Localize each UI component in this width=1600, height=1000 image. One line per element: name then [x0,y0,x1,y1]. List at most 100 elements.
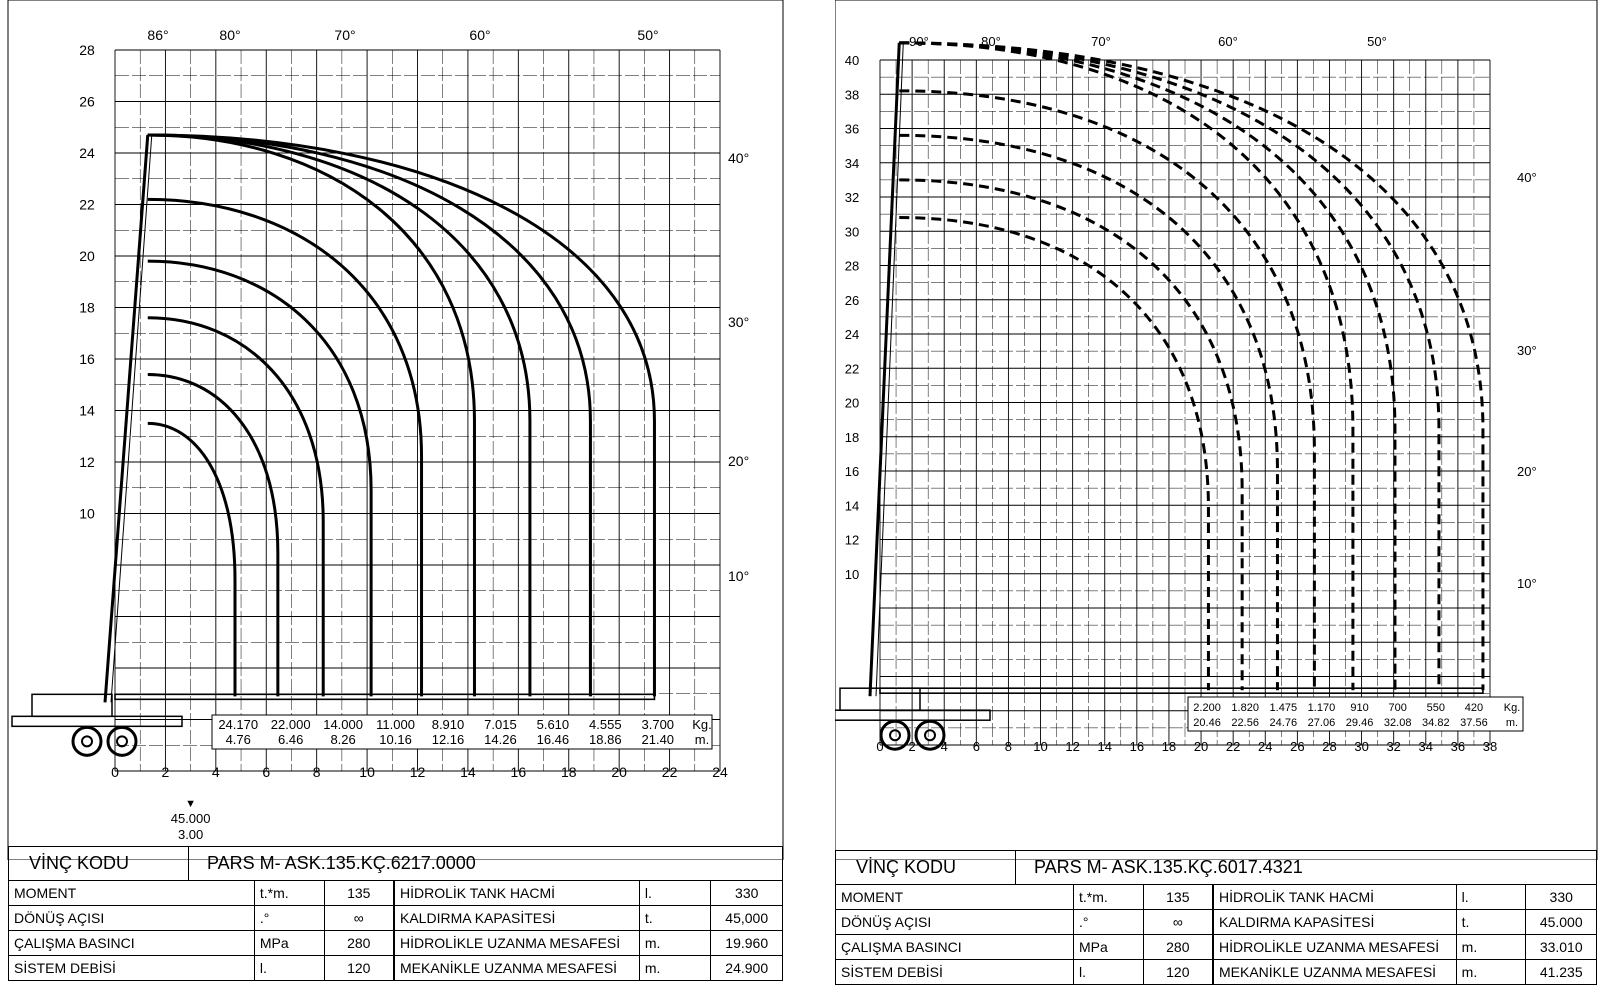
distance-value: 37.56 [1460,717,1488,729]
top-angle-label: 86° [147,27,168,43]
unit-kg-label: Kg. [1504,702,1521,714]
right-load-chart: 0 2 4 6 8 10 12 14 16 18 20 22 24 26 28 30 32 34 36 3810121… [835,0,1598,860]
truck-wheel-hub [116,735,128,748]
spec-unit: m. [638,930,712,956]
x-tick-label: 2 [908,739,915,754]
x-tick-label: 30 [1354,739,1368,754]
y-tick-label: 12 [79,454,95,470]
load-value: 5.610 [537,717,570,732]
spec-row: MEKANİKLE UZANMA MESAFESİ m. 24.900 [394,955,783,981]
right-spec-table-b: HİDROLİK TANK HACMİ l. 330 KALDIRMA KAPASİT… [1213,884,1597,985]
spec-row: HİDROLİKLE UZANMA MESAFESİ m. 19.960 [394,930,783,956]
crane-base [31,693,113,718]
spec-label: SİSTEM DEBİSİ [834,959,1075,985]
spec-row: DÖNÜŞ AÇISI .° ∞ [834,909,1214,935]
left-crane-code-bar: VİNÇ KODU PARS M- ASK.135.KÇ.6217.0000 [8,846,783,880]
truck-wheel-hub [81,735,93,748]
truck-wheel [914,719,946,751]
spec-value: ∞ [1142,909,1214,935]
side-angle-label: 40° [728,150,749,166]
y-tick-label: 24 [845,327,859,342]
x-tick-label: 0 [876,739,883,754]
x-tick-label: 24 [712,764,728,780]
load-value: 550 [1427,702,1445,714]
y-tick-label: 28 [79,42,95,58]
spec-value: 120 [323,955,395,981]
distance-value: 8.26 [330,732,355,747]
load-curve [147,133,592,697]
y-tick-label: 16 [845,464,859,479]
x-tick-label: 8 [1005,739,1012,754]
spec-row: KALDIRMA KAPASİTESİ t. 45.000 [1213,909,1597,935]
x-tick-label: 14 [1098,739,1112,754]
x-tick-label: 18 [561,764,577,780]
spec-unit: m. [1455,959,1527,985]
spec-row: ÇALIŞMA BASINCI MPa 280 [834,934,1214,960]
spec-row: MOMENT t.*m. 135 [834,884,1214,910]
spec-unit: t. [1455,909,1527,935]
distance-value: 21.40 [642,732,675,747]
top-angle-label: 70° [334,27,355,43]
horizontal-boom [114,693,656,701]
distance-value: 14.26 [484,732,517,747]
spec-value: 135 [323,880,395,906]
x-tick-label: 6 [973,739,980,754]
x-tick-label: 4 [941,739,948,754]
spec-unit: MPa [1073,934,1144,960]
left-code-label: VİNÇ KODU [9,847,189,880]
x-tick-label: 10 [1033,739,1047,754]
spec-label: MEKANİKLE UZANMA MESAFESİ [1213,959,1457,985]
top-angle-label: 50° [637,27,658,43]
x-tick-label: 26 [1290,739,1304,754]
distance-value: 12.16 [432,732,465,747]
y-tick-label: 14 [845,498,859,513]
left-load-chart-panel: 0 2 4 6 8 10 12 14 16 18 20 22 24 10 12 14 16 18 20 22 24 26 2… [7,0,784,981]
spec-label: HİDROLİK TANK HACMİ [394,880,640,906]
load-value: 7.015 [484,717,517,732]
spec-value: 45,000 [710,905,783,931]
y-tick-label: 26 [845,293,859,308]
x-tick-label: 32 [1386,739,1400,754]
left-spec-table-b: HİDROLİK TANK HACMİ l. 330 KALDIRMA KAPASİT… [394,880,783,981]
spec-label: SİSTEM DEBİSİ [8,955,255,981]
x-tick-label: 34 [1419,739,1433,754]
spec-label: MOMENT [834,884,1075,910]
load-table-box [1187,696,1524,732]
x-tick-label: 24 [1258,739,1272,754]
load-curve [147,372,280,697]
unit-m-label: m. [1506,717,1518,729]
truck-wheel [71,725,103,757]
spec-unit: .° [1073,909,1144,935]
spec-label: KALDIRMA KAPASİTESİ [1213,909,1457,935]
spec-unit: l. [1073,959,1144,985]
load-curve [899,41,1355,691]
distance-value: 29.46 [1346,717,1374,729]
distance-value: 27.06 [1308,717,1336,729]
spec-label: MEKANİKLE UZANMA MESAFESİ [394,955,640,981]
spec-row: MEKANİKLE UZANMA MESAFESİ m. 41.235 [1213,959,1597,985]
x-tick-label: 6 [262,764,270,780]
spec-unit: m. [1455,934,1527,960]
spec-unit: m. [638,955,712,981]
spec-label: DÖNÜŞ AÇISI [8,905,255,931]
crane-boom-outline [110,134,153,703]
extra-tick-marker: ▼ [185,798,196,810]
x-tick-label: 12 [1065,739,1079,754]
side-angle-label: 30° [728,314,749,330]
load-value: 700 [1389,702,1407,714]
unit-m-label: m. [695,732,709,747]
spec-label: ÇALIŞMA BASINCI [8,930,255,956]
distance-value: 20.46 [1193,717,1221,729]
load-value: 2.200 [1193,702,1221,714]
y-tick-label: 16 [79,351,95,367]
crane-boom [103,134,150,703]
load-curve [899,133,1279,691]
x-tick-label: 0 [111,764,119,780]
y-tick-label: 12 [845,533,859,548]
top-angle-label: 90° [909,34,929,49]
spec-label: ÇALIŞMA BASINCI [834,934,1075,960]
spec-unit: l. [638,880,712,906]
top-angle-label: 50° [1367,34,1387,49]
x-tick-label: 10 [359,764,375,780]
extra-tick-distance: 3.00 [178,827,203,842]
